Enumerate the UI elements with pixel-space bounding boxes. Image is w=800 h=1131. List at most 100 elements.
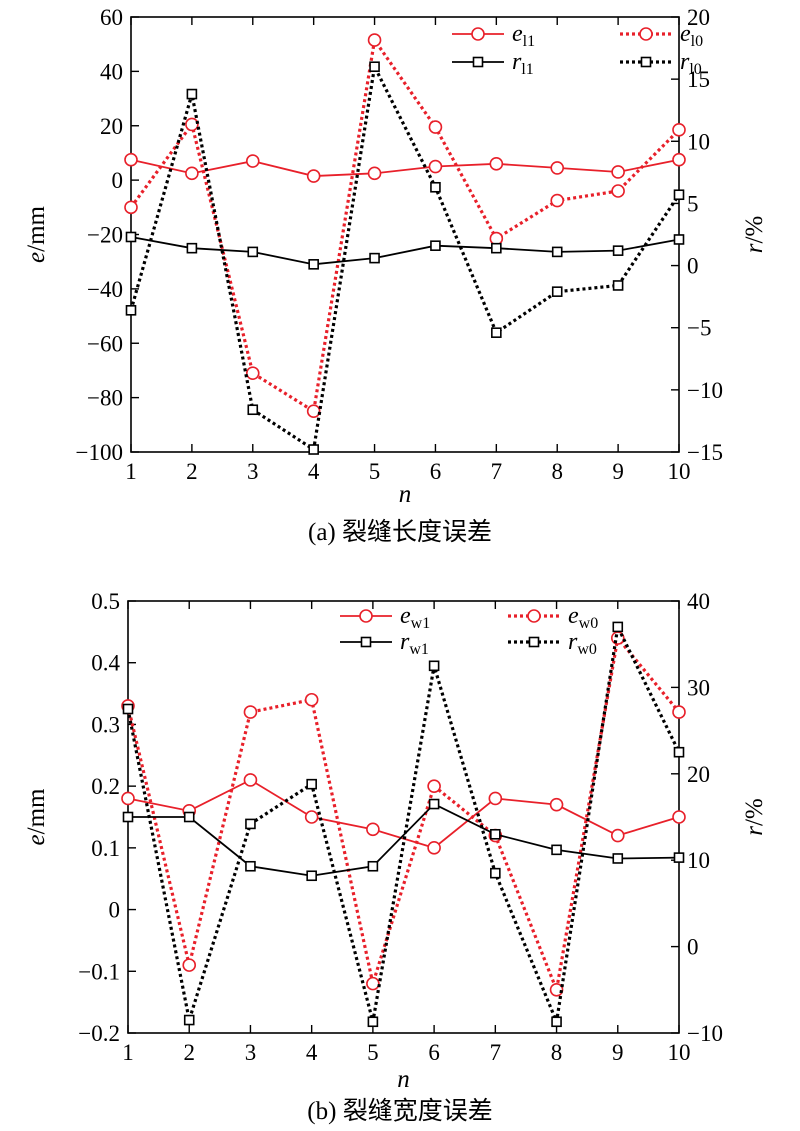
data-point (366, 822, 380, 837)
legend-label-sub: w0 (579, 615, 599, 632)
data-point (673, 189, 685, 201)
legend-marker (360, 636, 372, 648)
data-point (306, 404, 321, 419)
chart-caption: (b) 裂缝宽度误差 (307, 1097, 492, 1125)
data-point (612, 280, 624, 291)
data-point (245, 154, 260, 168)
legend-entry: rw0 (508, 629, 597, 658)
x-tick-label: 4 (306, 1040, 318, 1065)
y2-axis-label: r/% (741, 798, 768, 836)
chart-panel-1: 1 2 3 4 5 6 7 8 9 10−100−80−60−40−200204060−15−10… (23, 5, 768, 546)
data-point (672, 123, 686, 137)
y-axis-label-unit: /mm (23, 788, 50, 834)
data-point (612, 853, 624, 864)
series-line (128, 802, 680, 877)
data-point (245, 860, 256, 872)
data-point (367, 33, 382, 47)
y2-tick-label: 0 (687, 935, 699, 960)
legend-marker (471, 27, 485, 41)
data-point (491, 327, 502, 338)
data-point (245, 366, 260, 380)
legend-label-sub: l0 (689, 61, 701, 78)
legend-label-var: r (400, 629, 410, 655)
data-point (428, 120, 443, 134)
y2-axis-label-unit: /% (741, 798, 768, 826)
data-point (549, 797, 564, 812)
data-point (491, 242, 502, 254)
data-point (306, 169, 321, 183)
legend-label-sub: l1 (523, 33, 535, 50)
data-point (121, 791, 135, 806)
data-point (367, 166, 382, 181)
y-tick-label: 0.4 (91, 651, 120, 676)
chart-caption: (a) 裂缝长度误差 (308, 518, 492, 546)
x-tick-label: 4 (308, 459, 320, 484)
data-point (243, 705, 258, 719)
legend-entry: ew1 (340, 603, 430, 632)
legend-label: ew1 (400, 603, 430, 632)
data-point (182, 958, 197, 972)
x-tick-label: 3 (245, 1040, 257, 1065)
x-tick-label: 6 (428, 1040, 440, 1065)
data-point (183, 811, 195, 823)
y2-tick-label: −5 (687, 316, 711, 341)
y2-tick-label: 0 (687, 254, 699, 279)
data-point (304, 810, 319, 824)
y-tick-label: 0.2 (91, 774, 120, 799)
y2-tick-label: 10 (687, 129, 710, 154)
data-point (488, 791, 503, 806)
y-tick-label: −100 (76, 440, 123, 465)
series-r-w0 (122, 621, 685, 1028)
y-tick-label: 0.1 (91, 836, 120, 861)
legend-label-var: e (512, 21, 523, 47)
data-point (672, 705, 686, 719)
y2-tick-label: −10 (687, 1021, 723, 1046)
y-tick-label: −20 (87, 223, 123, 248)
x-tick-label: 5 (367, 1040, 379, 1065)
series-e-w0 (121, 631, 686, 997)
series-line (130, 158, 680, 177)
legend-label-var: e (680, 21, 691, 47)
data-point (185, 117, 199, 132)
x-tick-label: 5 (369, 459, 381, 484)
legend-label-sub: l0 (691, 33, 703, 50)
y-tick-label: −60 (87, 331, 123, 356)
legend-entry: rw1 (340, 629, 429, 658)
data-point (245, 818, 256, 830)
data-point (247, 246, 259, 258)
legend-label: rl1 (512, 49, 534, 78)
data-point (490, 828, 501, 840)
data-point (551, 1016, 562, 1028)
y2-axis-label-var: r (741, 243, 768, 253)
data-point (125, 231, 137, 243)
data-point (428, 159, 443, 174)
y2-axis-label-unit: /% (741, 216, 768, 244)
data-point (430, 240, 441, 251)
data-point (612, 621, 624, 633)
y-tick-label: 0 (109, 898, 121, 923)
y-tick-label: −0.1 (78, 959, 120, 984)
data-point (306, 778, 317, 790)
data-point (430, 181, 441, 193)
data-point (489, 231, 504, 246)
legend-marker (359, 609, 373, 623)
data-point (551, 286, 563, 297)
series-line (126, 634, 681, 996)
y2-axis-label: r/% (741, 216, 768, 254)
y-axis-label-unit: /mm (23, 205, 50, 251)
legend-label-var: e (400, 603, 411, 629)
legend-marker (472, 56, 484, 68)
legend-label-sub: l1 (521, 61, 533, 78)
data-point (611, 184, 625, 198)
data-point (369, 252, 380, 264)
legend-label: rw0 (568, 629, 597, 658)
y2-tick-label: −15 (687, 440, 723, 465)
legend-label: rl0 (680, 49, 702, 78)
series-e-l0 (124, 33, 686, 419)
data-point (308, 259, 319, 270)
series-line (126, 621, 681, 1028)
data-point (308, 444, 319, 455)
x-tick-label: 9 (612, 1040, 624, 1065)
data-point (369, 61, 380, 73)
data-point (673, 746, 685, 758)
